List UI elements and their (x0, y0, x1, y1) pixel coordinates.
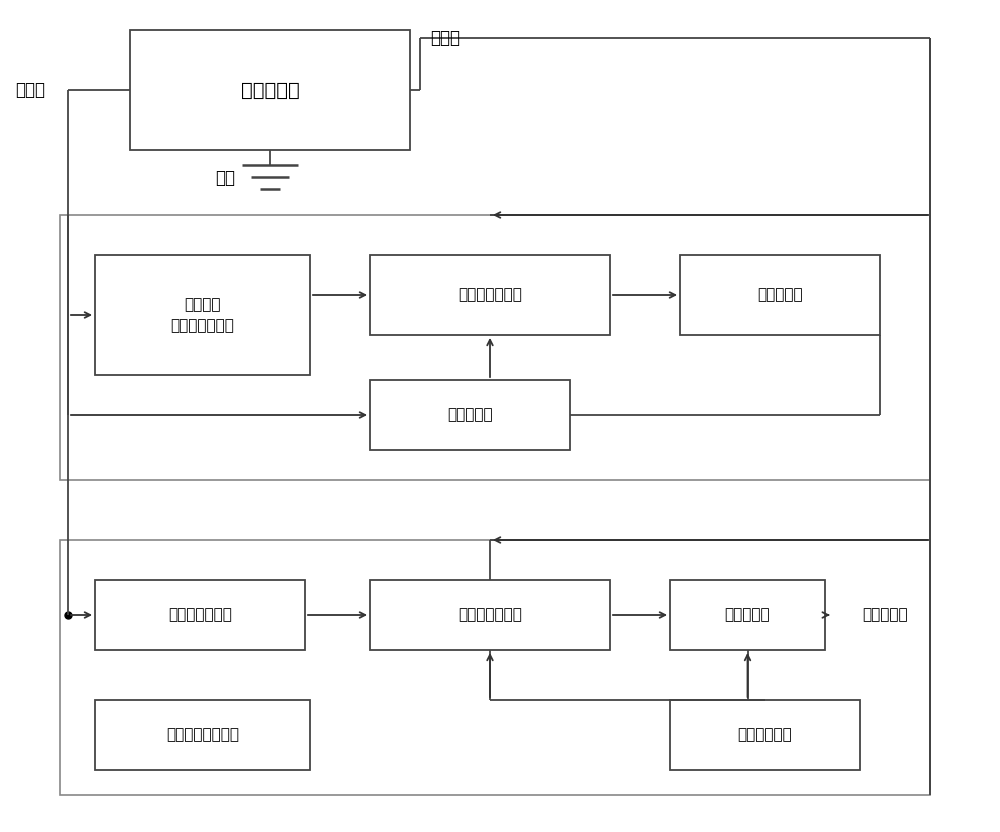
Bar (60, 215, 930, 480)
Bar (680, 255, 880, 335)
Text: 数据路由器: 数据路由器 (725, 607, 770, 622)
Text: 熔丝读写单元: 熔丝读写单元 (738, 727, 792, 742)
Text: 上电复位
测试模式检测器: 上电复位 测试模式检测器 (171, 297, 234, 333)
Text: 修调模式定义单元: 修调模式定义单元 (166, 727, 239, 742)
Text: 修调模式控制器: 修调模式控制器 (458, 607, 522, 622)
Text: 电源端: 电源端 (15, 81, 45, 99)
Text: 分组计数器: 分组计数器 (447, 408, 493, 423)
Bar (370, 380, 570, 450)
Text: 测试模式控制器: 测试模式控制器 (168, 607, 232, 622)
Text: 数据寄存器: 数据寄存器 (757, 288, 803, 303)
Bar (670, 700, 860, 770)
Text: 异步移位缓冲器: 异步移位缓冲器 (458, 288, 522, 303)
Text: 输出端: 输出端 (430, 29, 460, 47)
Bar (370, 580, 610, 650)
Text: 多路复用器: 多路复用器 (862, 607, 908, 622)
Bar (95, 255, 310, 375)
Bar (370, 255, 610, 335)
Bar (130, 30, 410, 150)
Bar (95, 580, 305, 650)
Text: 三端稳压器: 三端稳压器 (241, 81, 299, 100)
Bar (60, 540, 930, 795)
Bar (670, 580, 825, 650)
Text: 地线: 地线 (215, 169, 235, 187)
Bar (95, 700, 310, 770)
